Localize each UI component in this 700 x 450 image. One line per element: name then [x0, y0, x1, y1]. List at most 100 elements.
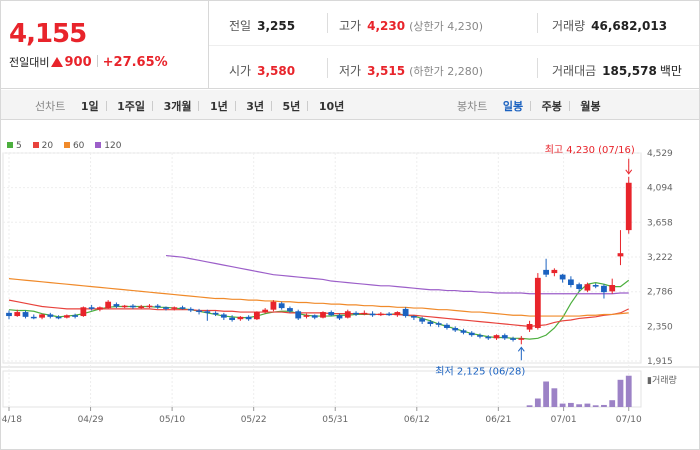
- candle: [485, 335, 492, 340]
- change-label: 전일대비: [9, 56, 50, 69]
- volume-bar: [576, 404, 583, 407]
- candle: [377, 312, 384, 317]
- candle: [254, 311, 260, 321]
- volume-label: ▮거래량: [647, 374, 677, 386]
- stat-value: 46,682,013: [591, 19, 668, 33]
- candle-body: [30, 316, 37, 319]
- current-price: 4,155: [9, 19, 87, 49]
- candle-body: [460, 330, 467, 333]
- period-3m[interactable]: 3개월: [163, 100, 192, 113]
- candle: [262, 308, 269, 314]
- candle-body: [196, 310, 202, 312]
- candle: [6, 310, 12, 320]
- candle-body: [609, 285, 616, 292]
- candle-body: [601, 285, 607, 293]
- candle: [493, 334, 500, 340]
- volume-bar: [526, 405, 533, 407]
- candle: [245, 315, 252, 321]
- candle: [559, 273, 566, 283]
- candle-body: [592, 285, 599, 287]
- tab-daily[interactable]: 일봉: [502, 100, 524, 113]
- candle-body: [617, 253, 624, 257]
- volume-bar: [609, 400, 616, 407]
- tab-monthly[interactable]: 월봉: [580, 100, 601, 113]
- candle-body: [138, 306, 145, 308]
- candle-body: [320, 312, 326, 318]
- period-1w[interactable]: 1주일: [117, 100, 146, 113]
- candle: [353, 311, 359, 317]
- y-tick-label: 2,786: [647, 288, 673, 298]
- candle: [460, 328, 467, 335]
- stat-label: 고가: [339, 19, 362, 33]
- candle-body: [130, 305, 136, 308]
- line-chart-label: 선차트: [35, 100, 66, 113]
- candle: [163, 306, 169, 311]
- stat-prev-close: 전일 3,255: [229, 17, 295, 34]
- candle: [212, 311, 219, 317]
- candle-body: [287, 308, 293, 312]
- chart-toolbar: 선차트 1일 1주일 3개월 1년 3년 5년 10년 봉차트 일봉 주봉 월봉: [1, 90, 699, 120]
- volume-bar: [551, 388, 558, 407]
- change-row: 전일대비 900 +27.65%: [9, 54, 168, 70]
- candle: [477, 333, 483, 339]
- tab-weekly[interactable]: 주봉: [541, 100, 562, 113]
- x-tick-label: 06/21: [485, 415, 511, 425]
- swatch: [63, 142, 70, 148]
- candle-body: [212, 312, 219, 315]
- candle: [411, 315, 417, 321]
- candle-body: [113, 304, 120, 307]
- candle-body: [377, 313, 384, 316]
- low-marker-head: [517, 346, 525, 352]
- plot-frame: [2, 152, 642, 364]
- candle: [501, 333, 508, 340]
- period-1d[interactable]: 1일: [80, 100, 99, 113]
- candle: [584, 282, 591, 293]
- candle-body: [468, 332, 475, 336]
- y-tick-label: 4,094: [647, 184, 673, 194]
- divider: [152, 101, 154, 111]
- candle: [320, 311, 326, 319]
- candle: [138, 304, 145, 309]
- divider: [234, 101, 236, 111]
- divider: [327, 13, 328, 33]
- legend-ma60: 60: [63, 141, 84, 151]
- candle: [80, 306, 87, 317]
- candle: [601, 284, 607, 299]
- candle-body: [278, 303, 285, 309]
- legend-label: 120: [104, 141, 122, 151]
- candle: [287, 306, 293, 313]
- candle-body: [254, 312, 260, 320]
- volume-bar: [584, 403, 591, 407]
- candle: [270, 300, 277, 312]
- candle: [419, 316, 426, 324]
- period-5y[interactable]: 5년: [282, 100, 301, 113]
- candle-body: [411, 316, 417, 318]
- period-3y[interactable]: 3년: [246, 100, 265, 113]
- candle-body: [171, 307, 178, 309]
- candle: [30, 314, 37, 320]
- candle: [510, 336, 516, 342]
- x-tick-label: 06/12: [404, 415, 430, 425]
- candle: [14, 309, 21, 317]
- candle-body: [452, 327, 459, 331]
- period-10y[interactable]: 10년: [318, 100, 345, 113]
- candle-body: [22, 312, 29, 317]
- candle-body: [204, 311, 211, 313]
- period-1y[interactable]: 1년: [209, 100, 228, 113]
- candle: [328, 310, 335, 317]
- up-triangle-icon: [51, 57, 64, 67]
- candle-body: [518, 338, 525, 340]
- x-tick-label: 07/01: [551, 415, 577, 425]
- volume-bar: [617, 379, 624, 407]
- candle: [72, 313, 78, 319]
- candle: [386, 312, 392, 317]
- volume-bar: [543, 381, 549, 407]
- stat-label: 저가: [339, 64, 362, 78]
- candle: [121, 304, 128, 309]
- candle-body: [510, 338, 516, 340]
- candle: [617, 230, 624, 266]
- volume-bar: [592, 405, 599, 407]
- candle-body: [47, 314, 54, 317]
- quote-header: 4,155 전일대비 900 +27.65% 전일 3,255 고가 4,230 (상한가…: [1, 1, 699, 89]
